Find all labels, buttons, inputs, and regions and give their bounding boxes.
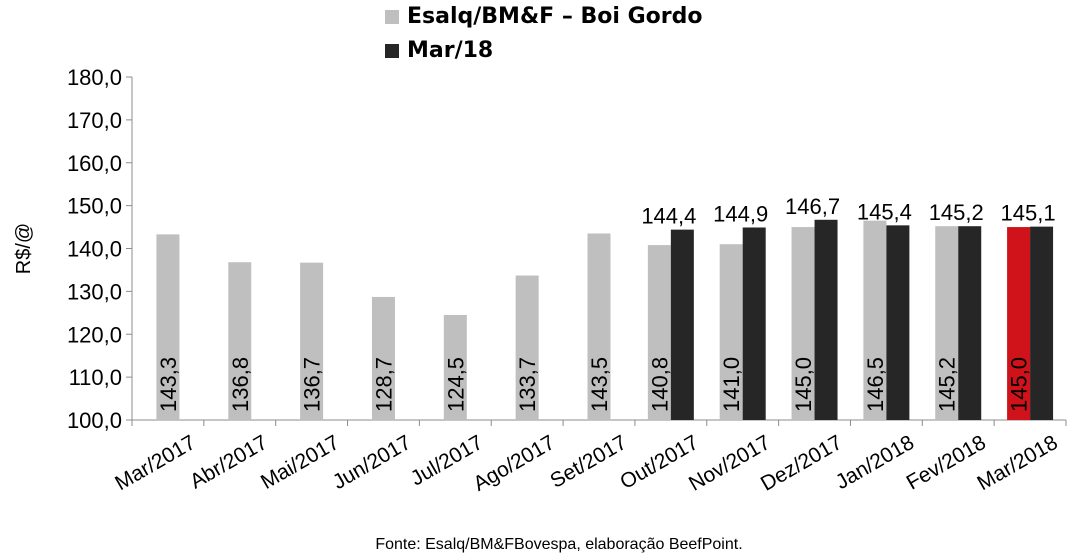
- x-tick-label: Jan/2018: [832, 431, 918, 494]
- bar-series-0: [935, 226, 959, 420]
- bar-series-0: [647, 245, 671, 420]
- bar-value-label-series-0: 146,5: [863, 357, 888, 412]
- bar-series-1: [742, 227, 766, 420]
- bar-value-label-series-0: 145,2: [935, 357, 960, 412]
- x-tick-label: Mai/2017: [257, 431, 343, 494]
- legend-swatch-series-0: [385, 9, 399, 24]
- x-tick-label: Mar/2018: [973, 431, 1061, 495]
- x-tick-label: Ago/2017: [469, 431, 558, 496]
- legend-label-series-1: Mar/18: [407, 38, 494, 63]
- x-tick-label: Nov/2017: [685, 431, 774, 496]
- bar-value-label-series-1: 146,7: [785, 194, 840, 219]
- bar-value-label-series-0: 133,7: [515, 357, 540, 412]
- x-tick-label: Set/2017: [546, 431, 630, 493]
- bar-series-0: [1007, 227, 1031, 420]
- bar-value-label-series-0: 124,5: [443, 357, 468, 412]
- bar-chart: 100,0 110,0 120,0 130,0 140,0 150,0 160,0 170,0…: [13, 65, 1067, 496]
- bar-value-label-series-1: 145,4: [857, 199, 912, 224]
- bar-series-0: [443, 314, 467, 420]
- x-tick-label: Jun/2017: [329, 431, 415, 494]
- x-tick-label: Dez/2017: [757, 431, 846, 496]
- y-tick-label: 180,0: [67, 65, 122, 90]
- bar-value-label-series-0: 141,0: [719, 357, 744, 412]
- bar-series-1: [886, 225, 910, 420]
- y-tick-label: 110,0: [69, 365, 122, 390]
- y-tick-label: 130,0: [67, 279, 122, 304]
- y-tick-label: 160,0: [67, 151, 122, 176]
- bar-series-0: [719, 244, 743, 420]
- bar-value-label-series-0: 128,7: [371, 357, 396, 412]
- y-tick-label: 140,0: [67, 237, 122, 262]
- bar-series-0: [863, 220, 887, 420]
- bar-series-1: [670, 229, 694, 420]
- bar-value-label-series-0: 140,8: [647, 357, 672, 412]
- y-tick-label: 170,0: [67, 108, 122, 133]
- bar-value-label-series-0: 145,0: [791, 357, 816, 412]
- bar-value-label-series-1: 144,9: [713, 201, 768, 226]
- legend-item-series-1: Mar/18: [385, 38, 493, 63]
- bar-series-0: [156, 234, 180, 420]
- legend-swatch-series-1: [385, 43, 399, 58]
- x-tick-label: Mar/2017: [111, 431, 199, 495]
- bar-value-label-series-0: 136,7: [300, 357, 325, 412]
- bar-series-0: [228, 262, 252, 420]
- y-axis-title: R$/@: [13, 223, 35, 274]
- bar-series-0: [300, 262, 324, 420]
- bar-series-1: [958, 226, 982, 420]
- x-tick-label: Fev/2018: [903, 431, 990, 495]
- bar-series-0: [371, 296, 395, 420]
- y-tick-label: 100,0: [67, 408, 122, 433]
- legend-item-series-0: Esalq/BM&F – Boi Gordo: [385, 4, 702, 29]
- bar-series-0: [791, 227, 815, 420]
- y-tick-label: 150,0: [67, 194, 122, 219]
- bar-series-1: [814, 219, 838, 420]
- bar-series-1: [1030, 226, 1054, 420]
- bar-value-label-series-0: 143,3: [156, 357, 181, 412]
- bar-series-0: [515, 275, 539, 420]
- bar-value-label-series-1: 145,1: [1001, 201, 1056, 226]
- bar-value-label-series-1: 145,2: [929, 200, 984, 225]
- legend-label-series-0: Esalq/BM&F – Boi Gordo: [407, 4, 703, 29]
- bar-value-label-series-0: 136,8: [228, 357, 253, 412]
- y-tick-label: 120,0: [67, 322, 122, 347]
- bar-series-0: [587, 233, 611, 420]
- source-note: Fonte: Esalq/BM&FBovespa, elaboração Bee…: [375, 536, 743, 553]
- x-tick-label: Abr/2017: [186, 431, 271, 494]
- bar-value-label-series-0: 145,0: [1007, 357, 1032, 412]
- bar-value-label-series-1: 144,4: [641, 204, 696, 229]
- bar-value-label-series-0: 143,5: [587, 357, 612, 412]
